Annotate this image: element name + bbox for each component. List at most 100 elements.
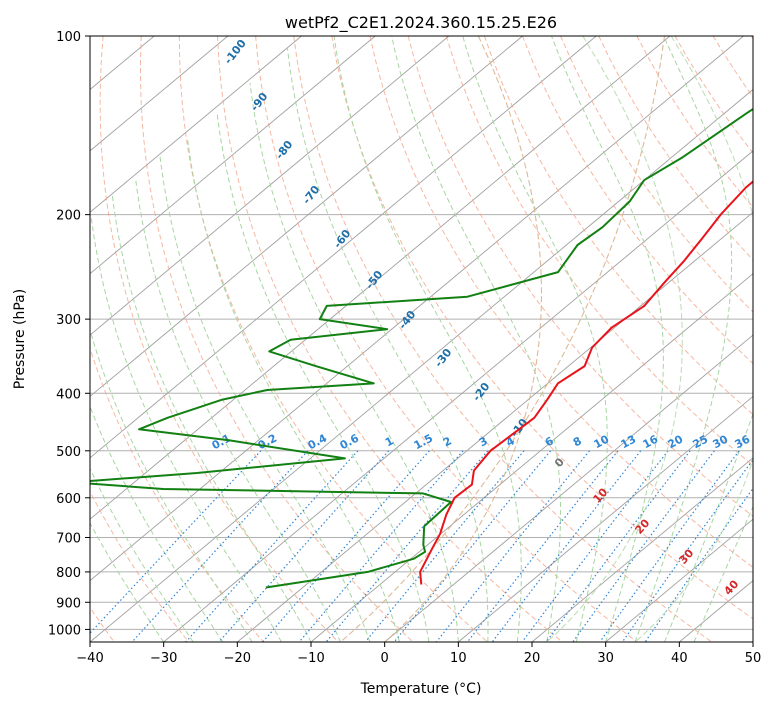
mixing-ratio-label: 36: [733, 432, 753, 451]
dry-adiabat-line: [293, 36, 712, 642]
moist-adiabat-line: [90, 327, 253, 642]
mixing-ratio-lines: [90, 450, 753, 642]
x-tick-label: 20: [524, 651, 541, 666]
moist-adiabat-line: [159, 157, 371, 642]
mixing-ratio-label: 1: [383, 434, 396, 449]
chart-title: wetPf2_C2E1.2024.360.15.25.E26: [285, 13, 557, 33]
mixing-ratio-label: 20: [666, 432, 686, 451]
isotherm-line: [90, 36, 450, 336]
moist-adiabat-lines: [90, 36, 753, 642]
isotherm-line: [90, 36, 597, 459]
x-tick-label: 0: [381, 651, 389, 666]
reference-curve: [340, 36, 666, 642]
mixing-ratio-line: [364, 450, 525, 642]
moist-adiabat-label: 20: [632, 516, 652, 536]
moist-adiabat-line: [462, 36, 608, 642]
mixing-ratio-label: 2: [441, 434, 454, 449]
moist-adiabat-line: [135, 180, 341, 642]
mixing-ratio-label: 0.6: [338, 431, 362, 452]
isotherm-line: [90, 36, 302, 213]
moist-adiabat-line: [187, 140, 400, 642]
mixing-ratio-label: 25: [691, 433, 711, 452]
dry-adiabat-line: [217, 36, 563, 642]
isotherm-line: [90, 36, 229, 152]
mixing-ratio-label: 10: [592, 432, 612, 451]
y-tick-label: 300: [56, 313, 81, 328]
mixing-ratio-label: 0.4: [306, 431, 330, 452]
reference-curve: [634, 36, 753, 642]
isotherm-line: [0, 36, 7, 642]
y-axis-label: Pressure (hPa): [12, 289, 28, 389]
dry-adiabat-line: [560, 36, 753, 313]
dry-adiabat-line: [750, 36, 753, 40]
reference-curve: [384, 36, 543, 642]
mixing-ratio-label: 16: [641, 432, 661, 451]
moist-adiabat-line: [111, 194, 312, 642]
mixing-ratio-line: [131, 450, 309, 642]
moist-adiabat-line: [333, 36, 522, 642]
mixing-ratio-label: 0.2: [256, 432, 279, 453]
x-tick-label: 30: [597, 651, 614, 666]
plot-frame: [89, 35, 754, 643]
mixing-ratio-line: [621, 458, 753, 642]
dry-adiabat-line: [178, 36, 488, 642]
isotherm-lines: [0, 36, 753, 642]
mixing-ratio-line: [599, 450, 740, 642]
mixing-ratio-line: [185, 450, 359, 642]
moist-adiabat-line: [216, 113, 430, 642]
y-tick-label: 400: [56, 387, 81, 402]
isotherm-line: [90, 88, 753, 642]
mixing-ratio-label: 13: [619, 433, 639, 452]
x-axis-ticks: −40 −30 −20 −10 0 10 20 30 40 50: [76, 642, 761, 666]
plot-area: -100-90-80-70-60-50-40-30-20-10010203040…: [0, 36, 753, 642]
isotherm-line: [384, 334, 753, 642]
y-tick-label: 200: [56, 209, 81, 224]
moist-adiabat-label: 40: [721, 577, 741, 597]
isotherm-line: [90, 36, 376, 275]
moist-adiabat-label: 0: [552, 455, 567, 470]
mixing-ratio-label: 0.1: [210, 432, 233, 453]
grid-lines: [90, 36, 753, 630]
reference-curves: [340, 36, 753, 642]
dry-adiabat-line: [522, 36, 753, 365]
dewpoint-line: [90, 107, 753, 589]
mixing-ratio-line: [467, 450, 619, 642]
dry-adiabat-line: [255, 36, 638, 642]
isotherm-line: [531, 457, 753, 642]
temperature-line: [419, 180, 753, 585]
dry-adiabat-line: [369, 36, 753, 569]
y-tick-label: 900: [56, 596, 81, 611]
dry-adiabat-line: [99, 36, 339, 642]
dry-adiabat-label: -100: [222, 37, 249, 67]
isotherm-line: [90, 36, 744, 582]
mixing-ratio-label: 30: [711, 432, 731, 451]
dry-adiabat-label: -50: [363, 268, 386, 292]
dry-adiabat-line: [483, 36, 753, 416]
sounding-series: [90, 107, 753, 589]
y-tick-label: 1000: [48, 623, 81, 638]
mixing-ratio-line: [572, 450, 715, 642]
moist-adiabat-line: [90, 521, 165, 642]
moist-adiabat-line: [551, 36, 664, 642]
dry-adiabat-label: -90: [248, 90, 271, 114]
moist-adiabat-line: [90, 467, 194, 642]
dry-adiabat-lines: [90, 36, 753, 642]
dry-adiabat-label: -60: [331, 227, 354, 251]
mixing-ratio-line: [218, 450, 390, 642]
mixing-ratio-label: 3: [477, 434, 490, 449]
mixing-ratio-line: [435, 450, 590, 642]
isotherm-line: [237, 211, 753, 642]
moist-adiabat-line: [90, 405, 224, 642]
isotherm-line: [605, 518, 753, 642]
y-axis-ticks: 100 200 300 400 500 600 700 800 900 1000: [48, 30, 90, 638]
dry-adiabat-line: [712, 36, 753, 98]
isotherm-line: [752, 641, 753, 642]
y-tick-label: 800: [56, 566, 81, 581]
moist-adiabat-line: [693, 505, 753, 642]
moist-adiabat-line: [391, 36, 562, 642]
y-tick-label: 600: [56, 492, 81, 507]
mixing-ratio-line: [325, 450, 489, 642]
dry-adiabat-line: [139, 36, 414, 642]
dry-adiabat-label: -70: [300, 183, 323, 207]
